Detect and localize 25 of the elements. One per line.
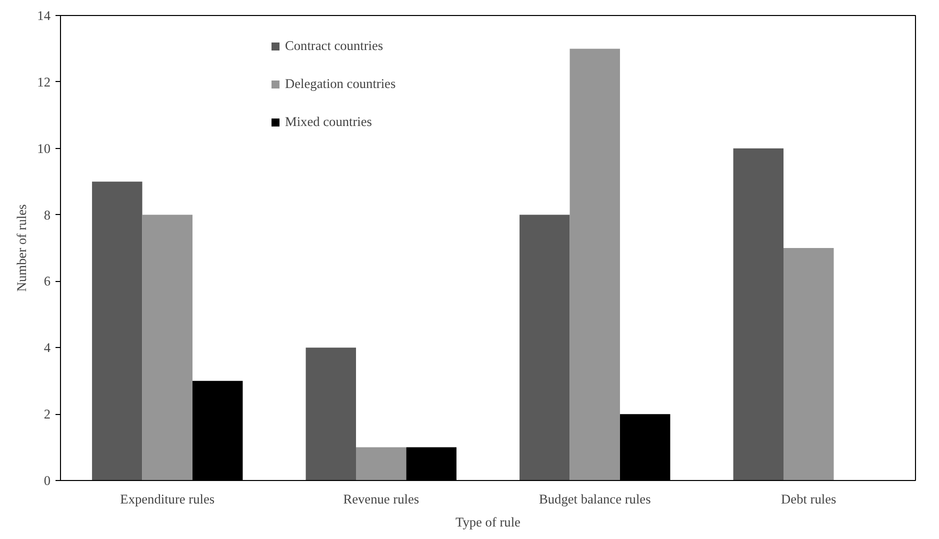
legend-label: Mixed countries — [285, 114, 372, 130]
y-axis-title: Number of rules — [14, 204, 30, 292]
y-tick-label: 12 — [37, 74, 50, 90]
y-tick-label: 8 — [44, 207, 51, 222]
x-axis-title: Type of rule — [456, 514, 521, 530]
bar — [733, 148, 784, 480]
bar — [784, 248, 834, 480]
bar — [92, 182, 142, 480]
y-tick-label: 4 — [44, 340, 51, 356]
x-tick-label: Revenue rules — [343, 492, 420, 506]
y-tick-label: 10 — [37, 140, 51, 156]
y-tick-label: 14 — [37, 8, 51, 23]
legend-label: Contract countries — [285, 38, 384, 54]
bar — [570, 48, 620, 480]
legend-label: Delegation countries — [285, 76, 396, 92]
bar — [306, 348, 356, 480]
x-tick-label: Expenditure rules — [120, 492, 215, 506]
bar — [520, 214, 570, 480]
bar — [356, 447, 406, 480]
y-tick-label: 2 — [44, 406, 51, 422]
y-tick-label: 6 — [44, 274, 51, 289]
bar — [142, 214, 192, 480]
y-tick-label: 0 — [44, 473, 51, 488]
x-tick-label: Budget balance rules — [538, 492, 651, 506]
x-tick-label: Debt rules — [781, 492, 836, 506]
